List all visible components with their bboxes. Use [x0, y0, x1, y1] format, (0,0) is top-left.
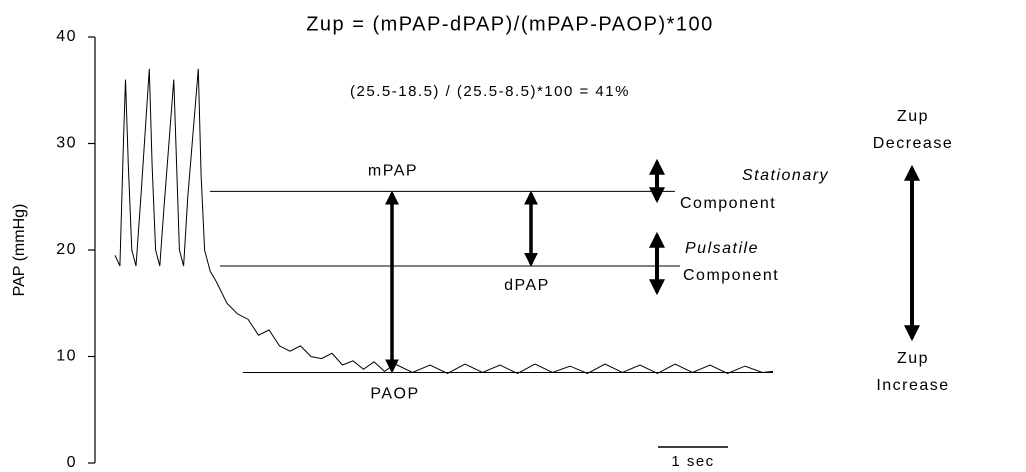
chart-title: Zup = (mPAP-dPAP)/(mPAP-PAOP)*100: [306, 13, 714, 35]
scale-bar-label: 1 sec: [671, 453, 714, 470]
y-axis-label: PAP (mmHg): [11, 204, 28, 297]
reference-label: PAOP: [370, 386, 419, 403]
annotation: Decrease: [873, 135, 953, 152]
y-tick-label: 20: [56, 241, 77, 258]
annotation: Pulsatile: [685, 240, 759, 257]
annotation: Stationary: [742, 167, 829, 184]
reference-label: mPAP: [368, 163, 418, 180]
waveform: [114, 68, 774, 375]
annotation: Component: [680, 195, 776, 212]
y-tick-label: 30: [56, 135, 77, 152]
annotation: Zup: [897, 108, 929, 125]
annotation: Component: [683, 267, 779, 284]
annotation: Increase: [876, 377, 949, 394]
formula: (25.5-18.5) / (25.5-8.5)*100 = 41%: [350, 83, 630, 100]
y-tick-label: 0: [67, 454, 77, 471]
reference-label: dPAP: [504, 277, 550, 294]
annotation: Zup: [897, 350, 929, 367]
y-tick-label: 40: [56, 28, 77, 45]
y-tick-label: 10: [56, 348, 77, 365]
